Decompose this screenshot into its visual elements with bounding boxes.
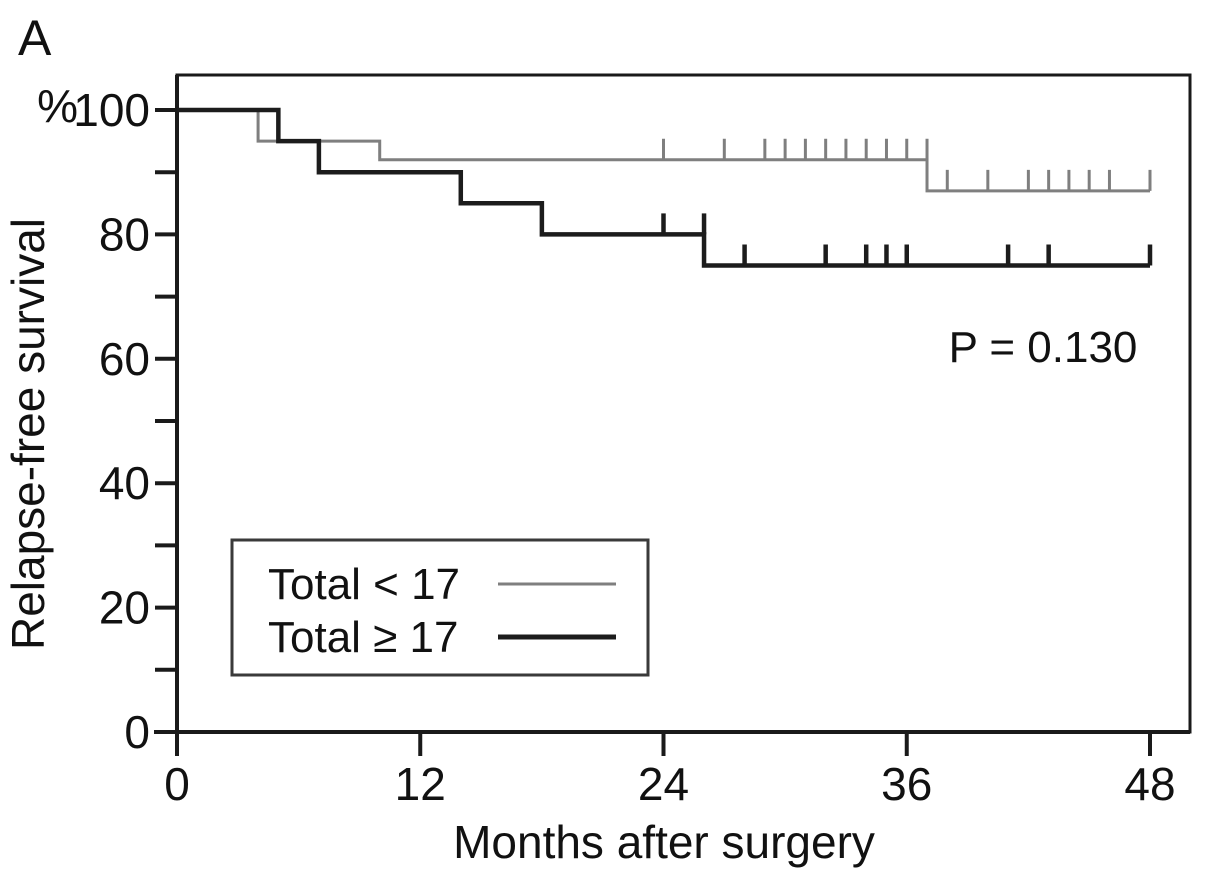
x-tick-label: 36 — [881, 758, 932, 810]
km-curve-total-≥-17 — [177, 107, 1150, 268]
legend: Total < 17 Total ≥ 17 — [230, 538, 650, 677]
x-tick-label: 48 — [1124, 758, 1175, 810]
y-tick-label: 60 — [99, 333, 150, 385]
x-tick-label: 24 — [638, 758, 689, 810]
legend-box — [230, 538, 650, 677]
p-value-annotation: P = 0.130 — [949, 323, 1138, 372]
y-axis-unit: % — [37, 80, 78, 132]
x-axis-ticks: 0 12 24 36 48 — [164, 732, 1176, 810]
y-tick-label: 80 — [99, 208, 150, 260]
legend-label-ge17: Total ≥ 17 — [268, 613, 458, 662]
y-axis-ticks: 100 80 60 40 20 0 — [73, 84, 177, 758]
y-tick-label: 100 — [73, 84, 150, 136]
y-tick-label: 40 — [99, 457, 150, 509]
survival-curves — [177, 107, 1153, 268]
km-curve-total-<-17 — [177, 108, 1150, 193]
y-tick-label: 20 — [99, 582, 150, 634]
legend-label-lt17: Total < 17 — [268, 560, 460, 609]
x-tick-label: 0 — [164, 758, 190, 810]
y-axis-title: Relapse-free survival — [2, 218, 54, 650]
x-tick-label: 12 — [395, 758, 446, 810]
y-tick-label: 0 — [124, 706, 150, 758]
panel-label: A — [18, 10, 52, 66]
x-axis-title: Months after surgery — [453, 816, 875, 868]
